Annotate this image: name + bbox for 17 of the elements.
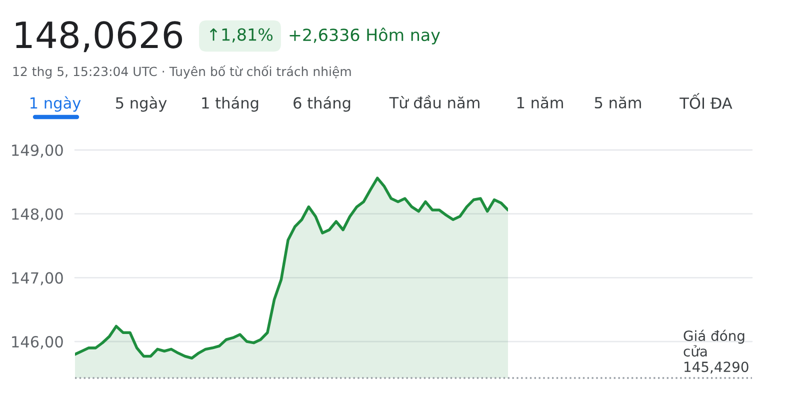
text: 1 năm [517, 96, 563, 108]
text: 5 năm [594, 96, 641, 108]
text: +2,6336 Hôm nay [290, 28, 440, 44]
y-tick-label: 146,00 [12, 336, 63, 350]
chart-title: 148,0626 [16, 21, 182, 52]
ref-line-label: Giá đóng cửa 145,4290 [684, 330, 748, 374]
y-tick-label: 148,00 [12, 208, 63, 222]
text: 1 tháng [202, 96, 258, 112]
text: ↑1,81% [210, 28, 273, 43]
y-tick-label: 147,00 [12, 272, 63, 286]
text: TỐI ĐA [680, 93, 732, 109]
text: 1 ngày [30, 96, 81, 112]
y-tick-label: 149,00 [12, 144, 63, 158]
text: 6 tháng [294, 96, 350, 112]
chart-subtitle: 12 thg 5, 15:23:04 UTC · Tuyên bố từ chối trách nhiệm [13, 65, 351, 79]
text: Từ đầu năm [389, 95, 480, 108]
text: 5 ngày [116, 96, 167, 112]
